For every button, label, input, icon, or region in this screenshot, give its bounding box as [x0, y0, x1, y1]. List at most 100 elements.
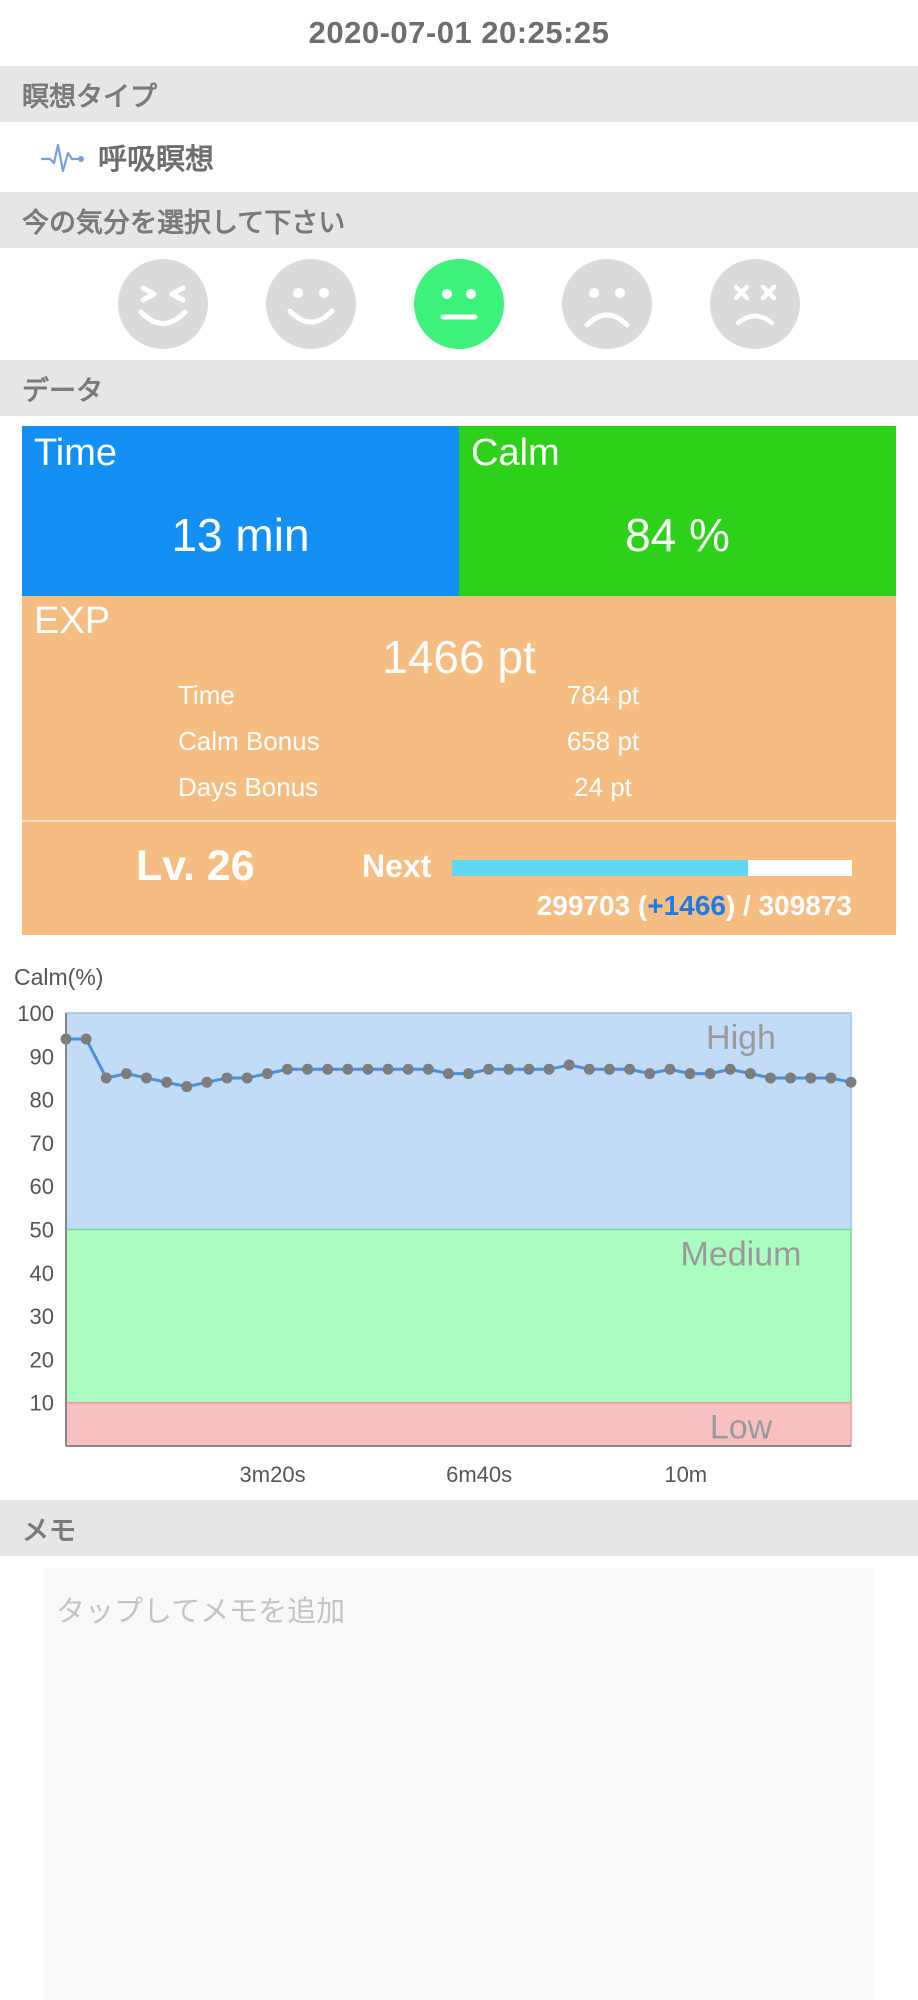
time-card: Time 13 min	[22, 426, 459, 596]
chart-data-point	[261, 1068, 273, 1080]
chart-data-point	[664, 1063, 676, 1075]
exp-row-value: 24 pt	[574, 772, 632, 802]
chart-y-tick-label: 20	[30, 1347, 54, 1372]
chart-data-point	[241, 1072, 253, 1084]
chart-y-tick-label: 90	[30, 1044, 54, 1069]
chart-data-point	[141, 1072, 153, 1084]
chart-data-point	[463, 1068, 475, 1080]
heartbeat-icon	[40, 143, 84, 173]
chart-data-point	[382, 1063, 394, 1075]
next-level-label: Next	[362, 848, 432, 884]
chart-y-tick-label: 80	[30, 1088, 54, 1113]
chart-y-tick-label: 60	[30, 1174, 54, 1199]
exp-row-label: Time	[178, 680, 235, 710]
exp-gain: +1466	[647, 890, 726, 921]
chart-data-point	[322, 1063, 334, 1075]
chart-data-point	[744, 1068, 756, 1080]
chart-data-point	[362, 1063, 374, 1075]
meditation-type-row[interactable]: 呼吸瞑想	[0, 122, 918, 192]
sad-face-icon	[584, 288, 630, 328]
chart-data-point	[603, 1063, 615, 1075]
chart-data-point	[764, 1072, 776, 1084]
level-card: Lv. 26 Next 299703 (+1466) / 309873	[22, 822, 896, 935]
chart-zone-label: High	[706, 1019, 776, 1057]
level-label: Lv. 26	[136, 842, 255, 890]
chart-data-point	[724, 1063, 736, 1075]
exp-row-value: 658 pt	[566, 726, 640, 756]
exp-row-time: Time 784 pt	[22, 680, 896, 720]
chart-data-point	[60, 1033, 72, 1045]
mood-option-sad[interactable]	[562, 259, 652, 349]
chart-data-point	[342, 1063, 354, 1075]
chart-y-tick-label: 30	[30, 1304, 54, 1329]
chart-data-point	[825, 1072, 837, 1084]
chart-data-point	[302, 1063, 314, 1075]
chart-data-point	[442, 1068, 454, 1080]
chart-data-point	[201, 1076, 213, 1088]
exp-divider	[22, 820, 896, 822]
chart-data-point	[80, 1033, 92, 1045]
chart-data-point	[624, 1063, 636, 1075]
dizzy-face-icon	[733, 284, 777, 326]
smiling-face-icon	[287, 288, 335, 325]
chart-zone-medium	[65, 1228, 852, 1404]
chart-data-point	[120, 1068, 132, 1080]
calm-chart: High Medium Low Calm(%) 10 20 30 40 50 60 70 80 90 10…	[0, 958, 918, 1498]
chart-data-point	[503, 1063, 515, 1075]
chart-y-tick-label: 40	[30, 1261, 54, 1286]
chart-x-tick-label: 3m20s	[240, 1462, 306, 1487]
time-card-title: Time	[34, 432, 118, 474]
chart-data-point	[281, 1063, 293, 1075]
chart-data-point	[583, 1063, 595, 1075]
chart-data-point	[805, 1072, 817, 1084]
mood-option-smiling[interactable]	[266, 259, 356, 349]
exp-row-label: Calm Bonus	[178, 726, 320, 756]
chart-data-point	[644, 1068, 656, 1080]
chart-data-point	[161, 1076, 173, 1088]
chart-y-label: Calm(%)	[14, 964, 103, 990]
exp-row-label: Days Bonus	[178, 772, 319, 802]
level-progress-bar	[452, 860, 852, 876]
chart-y-tick-label: 10	[30, 1391, 54, 1416]
exp-row-value: 784 pt	[566, 680, 640, 710]
chart-data-point	[543, 1063, 555, 1075]
chart-data-point	[402, 1063, 414, 1075]
chart-zone-label: Low	[710, 1409, 773, 1447]
chart-data-point	[684, 1068, 696, 1080]
exp-total: 1466 pt	[382, 631, 536, 683]
calm-card: Calm 84 %	[459, 426, 896, 596]
level-progress-fill	[452, 860, 748, 876]
chart-data-point	[704, 1068, 716, 1080]
chart-data-point	[483, 1063, 495, 1075]
chart-x-tick-label: 10m	[664, 1462, 707, 1487]
exp-card: EXP 1466 pt Time 784 pt Calm Bonus 658 p…	[22, 596, 896, 820]
chart-y-tick-label: 100	[17, 1001, 54, 1026]
chart-data-point	[181, 1081, 193, 1093]
chart-data-point	[100, 1072, 112, 1084]
chart-series-line	[66, 1037, 852, 1089]
mood-option-dizzy[interactable]	[710, 259, 800, 349]
chart-data-point	[563, 1059, 575, 1071]
exp-progress-text: 299703 (+1466) / 309873	[536, 890, 852, 921]
memo-placeholder: タップしてメモを追加	[56, 1596, 346, 1628]
mood-option-neutral[interactable]	[414, 259, 504, 349]
laughing-face-icon	[138, 285, 188, 326]
chart-data-point	[221, 1072, 233, 1084]
chart-data-point	[845, 1076, 857, 1088]
section-header-mood: 今の気分を選択して下さい	[0, 192, 918, 248]
chart-y-tick-label: 70	[30, 1131, 54, 1156]
calm-chart-svg: High Medium Low Calm(%) 10 20 30 40 50 60 70 80 90 10…	[14, 964, 857, 1487]
chart-zone-label: Medium	[681, 1236, 802, 1274]
time-card-value: 13 min	[171, 509, 310, 561]
calm-card-title: Calm	[471, 432, 560, 474]
chart-data-point	[785, 1072, 797, 1084]
mood-option-laughing[interactable]	[118, 259, 208, 349]
exp-row-calm-bonus: Calm Bonus 658 pt	[22, 726, 896, 766]
section-header-meditation-type: 瞑想タイプ	[0, 66, 918, 122]
section-header-data: データ	[0, 360, 918, 416]
exp-target: 309873	[758, 890, 852, 921]
mood-selector	[0, 250, 918, 360]
chart-data-point	[523, 1063, 535, 1075]
chart-data-point	[422, 1063, 434, 1075]
memo-input[interactable]: タップしてメモを追加	[44, 1568, 874, 2000]
